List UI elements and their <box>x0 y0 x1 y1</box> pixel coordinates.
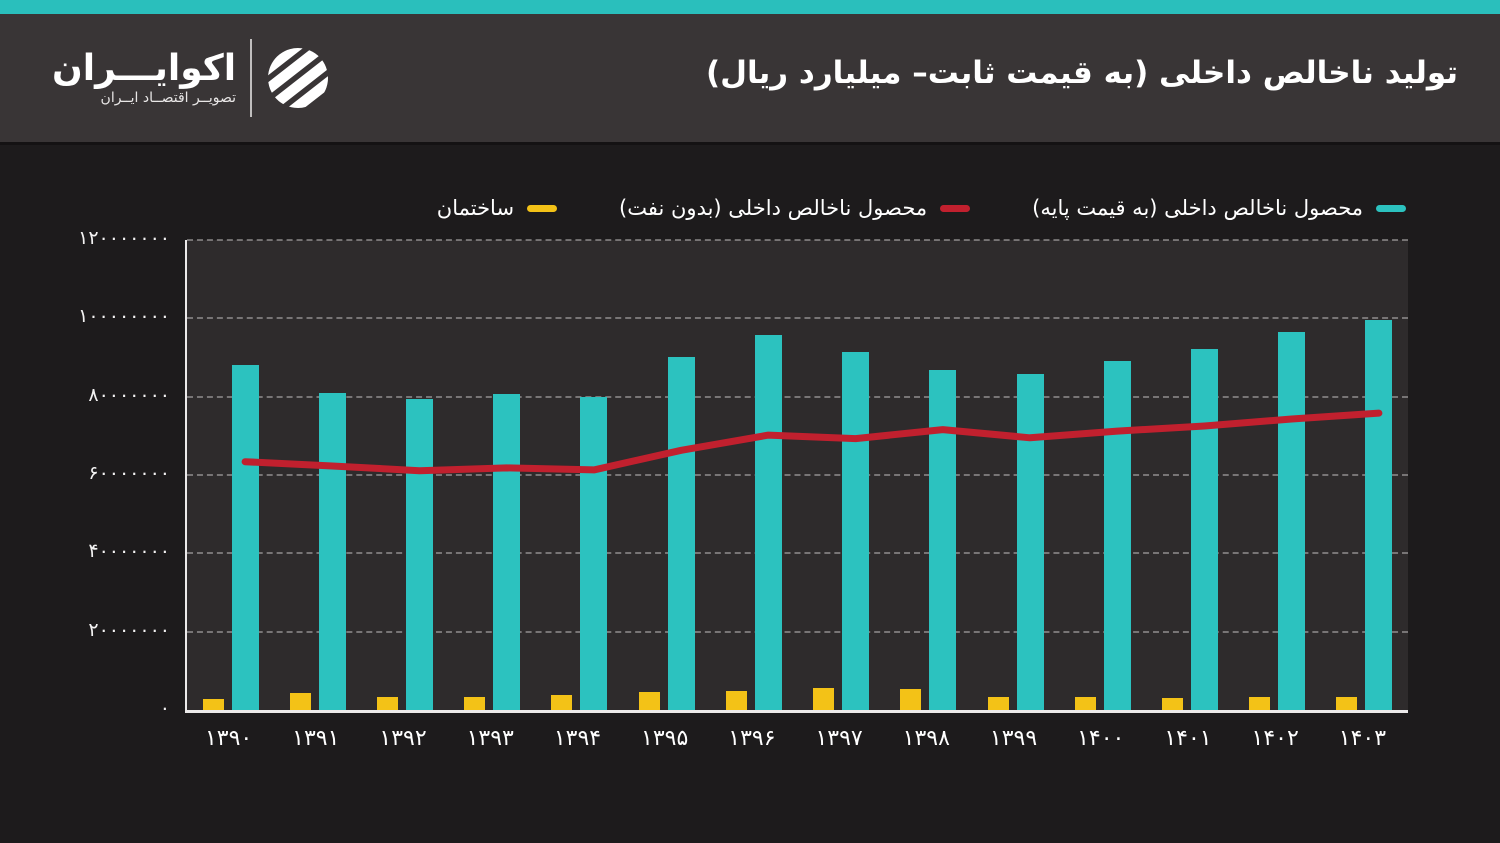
legend-swatch <box>527 204 558 212</box>
legend-label: محصول ناخالص داخلی (به قیمت پایه) <box>1032 196 1363 220</box>
brand-name: اکوایـــران <box>52 47 237 89</box>
plot-area <box>185 239 1408 713</box>
construction-bar <box>551 695 573 710</box>
bar-group <box>710 240 797 710</box>
accent-stripe <box>0 0 1500 14</box>
legend-item: ساختمان <box>436 196 558 220</box>
gridline <box>187 395 1408 398</box>
header: اکوایـــران تصویــر اقتصــاد ایــران تول… <box>0 14 1500 145</box>
construction-bar <box>377 697 399 710</box>
construction-bar <box>202 698 224 710</box>
construction-bar <box>813 688 835 710</box>
construction-bar <box>638 692 660 710</box>
construction-bar <box>464 697 486 710</box>
gdp-base-price-bar <box>667 356 695 710</box>
bar-group <box>972 240 1059 710</box>
gridline <box>187 552 1408 555</box>
x-tick-label: ۱۴۰۳ <box>1338 726 1387 751</box>
x-tick-label: ۱۳۹۷ <box>815 726 863 751</box>
x-tick-label: ۱۳۹۳ <box>466 726 514 751</box>
bar-group <box>187 240 274 710</box>
gdp-base-price-bar <box>1016 373 1044 710</box>
gridline <box>187 317 1408 320</box>
gridline <box>187 239 1408 241</box>
bar-group <box>449 240 536 710</box>
gdp-base-price-bar <box>231 365 259 710</box>
gridline <box>187 474 1408 476</box>
bar-group <box>623 240 710 710</box>
construction-bar <box>987 697 1009 710</box>
y-tick-label: ۱۰۰۰۰۰۰۰۰ <box>78 305 170 328</box>
bar-group <box>1321 240 1408 710</box>
legend-item: محصول ناخالص داخلی (به قیمت پایه) <box>1032 196 1406 220</box>
construction-bar <box>1074 697 1096 710</box>
construction-bar <box>1161 698 1183 710</box>
legend-swatch <box>1376 204 1406 212</box>
bar-group <box>274 240 361 710</box>
x-tick-label: ۱۴۰۲ <box>1251 726 1299 751</box>
gdp-base-price-bar <box>1278 331 1306 710</box>
x-tick-label: ۱۴۰۱ <box>1164 726 1212 751</box>
brand-tagline: تصویــر اقتصــاد ایــران <box>100 90 237 107</box>
x-tick-label: ۱۳۹۸ <box>902 726 950 751</box>
bar-group <box>361 240 448 710</box>
y-tick-label: ۶۰۰۰۰۰۰۰ <box>88 462 170 484</box>
x-tick-label: ۱۳۹۹ <box>989 726 1038 751</box>
gdp-base-price-bar <box>1190 348 1218 710</box>
x-tick-label: ۱۳۹۲ <box>379 726 427 751</box>
bar-group <box>1146 240 1233 710</box>
chart-legend: محصول ناخالص داخلی (به قیمت پایه) محصول ن… <box>437 196 1406 220</box>
gdp-base-price-bar <box>406 399 434 710</box>
x-tick-label: ۱۳۹۱ <box>292 726 340 751</box>
y-tick-label: ۴۰۰۰۰۰۰۰ <box>88 540 170 563</box>
bar-group <box>536 240 623 710</box>
x-tick-label: ۱۳۹۵ <box>641 726 689 751</box>
gdp-base-price-bar <box>1103 361 1131 710</box>
y-tick-label: ۱۲۰۰۰۰۰۰۰ <box>78 227 170 249</box>
x-tick-label: ۱۴۰۰ <box>1077 726 1125 751</box>
bar-group <box>1059 240 1146 710</box>
y-tick-label: ۸۰۰۰۰۰۰۰ <box>88 383 170 406</box>
legend-label: ساختمان <box>436 196 515 220</box>
x-tick-label: ۱۳۹۰ <box>204 726 253 751</box>
gdp-base-price-bar <box>754 334 782 710</box>
construction-bar <box>725 690 747 710</box>
y-tick-label: ۰ <box>159 697 170 719</box>
logo-divider <box>250 39 253 117</box>
brand-mark-icon <box>266 46 331 110</box>
bar-group <box>1234 240 1321 710</box>
legend-swatch <box>940 204 971 212</box>
gdp-base-price-bar <box>318 392 346 710</box>
legend-label: محصول ناخالص داخلی (بدون نفت) <box>619 196 928 220</box>
y-tick-label: ۲۰۰۰۰۰۰۰ <box>88 618 170 641</box>
gdp-base-price-bar <box>929 370 957 710</box>
x-tick-label: ۱۳۹۶ <box>728 726 776 751</box>
construction-bar <box>289 693 311 710</box>
construction-bar <box>1249 697 1271 710</box>
brand-text: اکوایـــران تصویــر اقتصــاد ایــران <box>52 47 237 107</box>
gdp-base-price-bar <box>1365 319 1393 710</box>
x-tick-label: ۱۳۹۴ <box>553 726 602 751</box>
gridline <box>187 630 1408 633</box>
gdp-base-price-bar <box>493 393 521 710</box>
gdp-base-price-bar <box>580 397 608 710</box>
bar-group <box>885 240 972 710</box>
gdp-base-price-bar <box>842 352 870 710</box>
brand-logo: اکوایـــران تصویــر اقتصــاد ایــران <box>52 39 331 117</box>
bar-group <box>798 240 885 710</box>
page-title: تولید ناخالص داخلی (به قیمت ثابت– میلیار… <box>705 55 1458 91</box>
construction-bar <box>900 689 922 710</box>
legend-item: محصول ناخالص داخلی (بدون نفت) <box>619 196 971 220</box>
construction-bar <box>1336 697 1358 710</box>
